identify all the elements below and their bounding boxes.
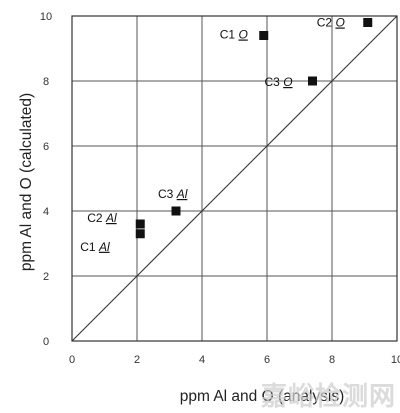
plot-frame [71,15,398,342]
data-point [259,31,269,40]
point-element: O [335,16,344,30]
reference-line-group [71,15,398,342]
point-element: O [238,28,247,42]
x-tick-label: 0 [69,354,75,366]
watermark: 嘉峪检测网 [261,381,396,412]
y-tick-label: 8 [43,76,49,88]
point-label: C1 Al [80,240,110,254]
x-axis-title: ppm Al and O (analysis) [180,388,345,405]
point-label: C2 O [317,16,345,30]
reference-line [71,15,398,342]
x-tick-label: 6 [264,354,270,366]
y-tick-label: 4 [43,206,49,218]
y-tick-label: 6 [43,141,49,153]
point-label: C1 O [220,28,248,42]
point-label: C3 Al [158,187,188,201]
point-element: Al [176,187,188,201]
point-element: O [283,75,292,89]
x-tick-label: 8 [329,354,335,366]
y-tick-label: 0 [43,336,49,348]
point-element: Al [98,240,110,254]
point-label: C3 O [265,75,293,89]
y-tick-label: 10 [40,11,52,23]
data-point [363,18,373,27]
data-points: C1 Al C2 Al C3 Al C1 O C2 O C3 O [80,16,373,254]
point-label: C2 Al [87,211,117,225]
x-tick-label: 10 [391,354,400,366]
data-point [171,206,181,216]
y-axis-title: ppm Al and O (calculated) [18,93,35,271]
x-tick-label: 2 [134,354,140,366]
point-element: Al [105,211,117,225]
x-tick-label: 4 [199,354,205,366]
tick-labels: 0 2 4 6 8 10 0 2 4 6 8 10 [40,11,400,366]
data-point [135,229,145,239]
y-tick-label: 2 [43,271,49,283]
data-point [308,76,317,86]
data-point [135,219,145,229]
grid [71,15,398,342]
